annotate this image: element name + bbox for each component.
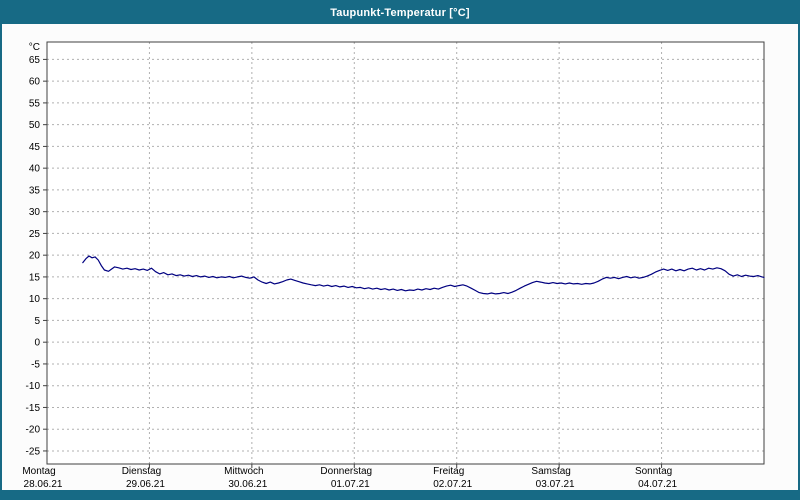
svg-text:60: 60 — [29, 77, 41, 88]
y-axis-labels: -25 -20 -15 -10 -5 0 5 10 15 20 25 30 35 40 45 50 55 60 65 — [26, 55, 41, 458]
title-bar: Taupunkt-Temperatur [°C] — [2, 2, 798, 24]
x-day-label: Mittwoch — [224, 466, 263, 477]
x-date-label: 01.07.21 — [331, 479, 370, 490]
svg-text:10: 10 — [29, 294, 41, 305]
svg-text:15: 15 — [29, 272, 41, 283]
x-day-label: Freitag — [433, 466, 464, 477]
svg-text:40: 40 — [29, 164, 41, 175]
svg-text:65: 65 — [29, 55, 41, 66]
svg-text:-20: -20 — [26, 425, 41, 436]
svg-text:25: 25 — [29, 229, 41, 240]
page-title: Taupunkt-Temperatur [°C] — [330, 7, 470, 19]
x-date-label: 28.06.21 — [24, 479, 63, 490]
x-day-label: Samstag — [531, 466, 570, 477]
series-line — [82, 255, 765, 295]
plot-background — [47, 42, 764, 464]
y-axis-unit: °C — [29, 42, 40, 53]
plot-border — [46, 41, 765, 465]
x-day-label: Dienstag — [122, 466, 161, 477]
svg-text:-15: -15 — [26, 403, 41, 414]
x-date-label: 02.07.21 — [433, 479, 472, 490]
chart-area: -25 -20 -15 -10 -5 0 5 10 15 20 25 30 35 40 45 50 55 60 65… — [2, 24, 798, 490]
bottom-bar — [2, 490, 798, 498]
svg-text:35: 35 — [29, 185, 41, 196]
x-date-label: 30.06.21 — [228, 479, 267, 490]
x-day-label: Montag — [22, 466, 55, 477]
x-date-label: 03.07.21 — [536, 479, 575, 490]
svg-text:-25: -25 — [26, 446, 41, 457]
svg-text:45: 45 — [29, 142, 41, 153]
svg-text:30: 30 — [29, 207, 41, 218]
x-day-label: Donnerstag — [320, 466, 372, 477]
svg-text:-10: -10 — [26, 381, 41, 392]
chart-canvas: -25 -20 -15 -10 -5 0 5 10 15 20 25 30 35 40 45 50 55 60 65… — [22, 41, 765, 490]
x-date-label: 04.07.21 — [638, 479, 677, 490]
svg-text:-5: -5 — [31, 359, 40, 370]
x-grid — [148, 42, 663, 468]
svg-text:50: 50 — [29, 120, 41, 131]
x-day-label: Sonntag — [635, 466, 672, 477]
x-axis-labels: Montag 28.06.21 Dienstag 29.06.21 Mittwoch 30… — [22, 466, 677, 490]
svg-text:5: 5 — [34, 316, 40, 327]
svg-text:20: 20 — [29, 251, 41, 262]
y-grid — [43, 58, 764, 452]
series-Taupunkt — [82, 255, 765, 295]
svg-text:0: 0 — [34, 338, 40, 349]
svg-text:55: 55 — [29, 98, 41, 109]
x-date-label: 29.06.21 — [126, 479, 165, 490]
